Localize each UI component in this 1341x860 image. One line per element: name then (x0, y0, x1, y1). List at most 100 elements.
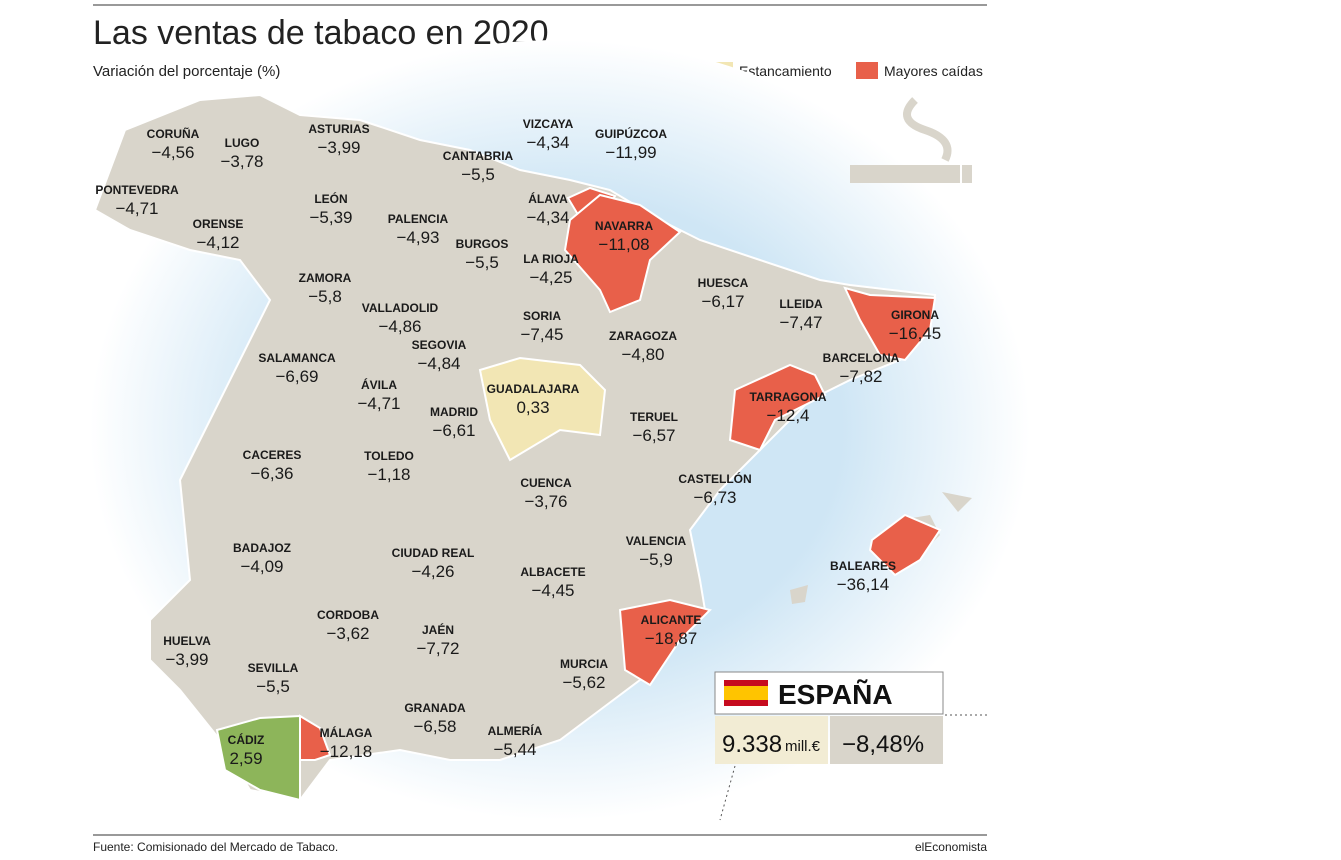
province-name: HUESCA (698, 276, 749, 290)
province-value: 0,33 (516, 398, 549, 417)
province-name: GRANADA (404, 701, 466, 715)
province-name: VALENCIA (626, 534, 687, 548)
province-value: −4,12 (196, 233, 239, 252)
province-name: JAÉN (422, 622, 454, 637)
province-value: −5,62 (562, 673, 605, 692)
province-name: MADRID (430, 405, 478, 419)
province-name: LEÓN (314, 191, 347, 206)
subtitle: Variación del porcentaje (%) (93, 63, 280, 80)
cigarette-icon (850, 97, 972, 183)
province-highlight (618, 598, 712, 687)
province-name: TOLEDO (364, 449, 414, 463)
province-value: −11,08 (598, 235, 649, 254)
province-value: −6,57 (632, 426, 675, 445)
province-name: SEGOVIA (412, 338, 467, 352)
province-value: −6,61 (432, 421, 475, 440)
province-name: MÁLAGA (320, 725, 373, 740)
source: Fuente: Comisionado del Mercado de Tabac… (93, 840, 338, 854)
province-value: −6,17 (701, 292, 744, 311)
province-name: ZAMORA (299, 271, 352, 285)
province-value: −7,47 (779, 313, 822, 332)
province-name: NAVARRA (595, 219, 654, 233)
total-box: ESPAÑA 9.338 mill.€ −8,48% (714, 671, 987, 821)
province-name: SEVILLA (248, 661, 299, 675)
province-name: LA RIOJA (523, 252, 579, 266)
province-name: CORDOBA (317, 608, 379, 622)
labels: CORUÑA −4,56 LUGO −3,78 ASTURIAS −3,99 CANTABR… (95, 117, 941, 768)
province-name: MURCIA (560, 657, 608, 671)
province-value: −36,14 (837, 575, 889, 594)
province-name: TERUEL (630, 410, 678, 424)
province-value: 2,59 (229, 749, 262, 768)
province-value: −12,4 (766, 406, 809, 425)
province-highlight (478, 356, 607, 462)
province-highlight (843, 286, 937, 362)
province-name: CÁDIZ (228, 732, 265, 747)
province-value: −4,71 (357, 394, 400, 413)
title: Las ventas de tabaco en 2020 (93, 14, 549, 52)
province-highlight (563, 193, 682, 314)
province-value: −12,18 (320, 742, 372, 761)
province-name: ÁVILA (361, 377, 397, 392)
province-name: CANTABRIA (443, 149, 514, 163)
province-name: PONTEVEDRA (95, 183, 179, 197)
province-value: −3,78 (220, 152, 263, 171)
province-name: BADAJOZ (233, 541, 291, 555)
province-highlight (299, 714, 332, 761)
province-value: −5,8 (308, 287, 342, 306)
islands (790, 492, 972, 604)
province-name: SORIA (523, 309, 561, 323)
province-name: BURGOS (456, 237, 509, 251)
total-name: ESPAÑA (778, 679, 893, 710)
province-name: BARCELONA (823, 351, 900, 365)
province-value: −5,39 (309, 208, 352, 227)
province-name: ALICANTE (641, 613, 702, 627)
province-value: −7,72 (416, 639, 459, 658)
province-value: −1,18 (367, 465, 410, 484)
province-value: −5,5 (465, 253, 499, 272)
province-value: −4,71 (115, 199, 158, 218)
total-unit: mill.€ (785, 738, 821, 755)
legend-swatch (856, 62, 878, 79)
province-name: ORENSE (193, 217, 244, 231)
province-value: −7,82 (839, 367, 882, 386)
province-value: −5,44 (493, 740, 536, 759)
province-value: −5,9 (639, 550, 673, 569)
province-name: ÁLAVA (528, 191, 568, 206)
province-name: TARRAGONA (749, 390, 826, 404)
total-change: −8,48% (842, 731, 924, 758)
province-value: −4,86 (378, 317, 421, 336)
total-amount: 9.338 (722, 731, 782, 758)
province-name: SALAMANCA (258, 351, 336, 365)
province-value: −18,87 (645, 629, 697, 648)
province-value: −6,73 (693, 488, 736, 507)
regions (215, 186, 942, 802)
province-name: ALMERÍA (488, 723, 543, 738)
province-value: −11,99 (605, 143, 656, 162)
province-value: −4,80 (621, 345, 664, 364)
province-value: −4,34 (526, 133, 569, 152)
province-name: HUELVA (163, 634, 211, 648)
province-name: GUADALAJARA (487, 382, 580, 396)
province-value: −3,76 (524, 492, 567, 511)
province-value: −4,93 (396, 228, 439, 247)
province-value: −5,5 (461, 165, 495, 184)
legend-label: Mayores caídas (884, 63, 983, 79)
province-name: LUGO (225, 136, 260, 150)
province-value: −6,58 (413, 717, 456, 736)
province-value: −3,99 (165, 650, 208, 669)
province-value: −4,84 (417, 354, 460, 373)
province-value: −4,09 (240, 557, 283, 576)
province-value: −6,36 (250, 464, 293, 483)
province-value: −6,69 (275, 367, 318, 386)
province-name: ASTURIAS (308, 122, 369, 136)
province-highlight (728, 363, 827, 452)
province-name: CACERES (243, 448, 302, 462)
province-name: CIUDAD REAL (392, 546, 475, 560)
province-name: CUENCA (520, 476, 572, 490)
province-value: −5,5 (256, 677, 290, 696)
legend-label: Estancamiento (739, 63, 832, 79)
province-value: −16,45 (889, 324, 941, 343)
province-name: GUIPÚZCOA (595, 126, 667, 141)
